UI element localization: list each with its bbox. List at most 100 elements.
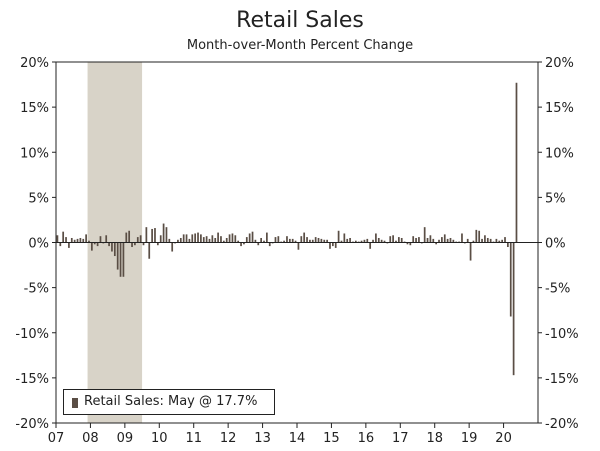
bar-month <box>139 235 142 243</box>
bar-month <box>334 242 337 248</box>
bar-month <box>397 237 400 243</box>
bar-month <box>446 238 449 243</box>
bar-month <box>326 239 328 243</box>
bar-month <box>222 240 225 243</box>
bar-month <box>88 240 90 243</box>
bar-month <box>108 242 110 247</box>
bar-month <box>512 242 515 376</box>
bar-month <box>372 239 374 243</box>
bar-month <box>466 238 469 243</box>
bar-month <box>182 234 185 243</box>
bar-month <box>254 239 257 243</box>
bar-month <box>400 237 403 243</box>
bar-month <box>323 239 326 243</box>
bar-month <box>314 237 317 243</box>
bar-month <box>217 232 219 243</box>
bar-month <box>136 237 139 243</box>
bar-month <box>194 233 197 243</box>
x-tick-label: 09 <box>117 431 134 446</box>
x-tick-label: 19 <box>461 431 478 446</box>
y-tick-label-right: 0% <box>545 237 566 252</box>
bar-month <box>225 237 228 243</box>
y-tick-label-left: -10% <box>15 327 49 342</box>
bar-month <box>56 235 59 243</box>
bar-month <box>317 237 320 243</box>
bar-month <box>286 236 288 243</box>
bar-month <box>128 230 131 243</box>
bar-month <box>234 235 237 243</box>
bar-month <box>177 239 179 243</box>
bar-month <box>369 242 372 249</box>
bar-month <box>432 238 435 243</box>
bar-month <box>154 228 156 243</box>
x-tick-label: 07 <box>48 431 65 446</box>
bar-month <box>438 239 440 243</box>
y-tick-label-left: 15% <box>20 101 49 116</box>
bar-month <box>311 239 314 243</box>
y-tick-label-left: 20% <box>20 56 49 71</box>
legend-label: Retail Sales: May @ 17.7% <box>84 394 258 409</box>
bar-month <box>423 227 426 243</box>
bar-month <box>70 237 73 243</box>
bar-month <box>151 228 153 243</box>
bar-month <box>495 238 498 243</box>
bar-month <box>205 236 208 243</box>
bar-month <box>380 239 383 243</box>
bar-month <box>435 242 438 245</box>
bar-month <box>412 236 415 243</box>
bar-month <box>162 223 165 243</box>
chart-subtitle: Month-over-Month Percent Change <box>186 38 414 53</box>
bar-month <box>277 236 280 243</box>
bar-month <box>418 237 420 243</box>
bar-month <box>82 238 85 243</box>
y-tick-label-right: -5% <box>545 282 570 297</box>
bar-month <box>202 237 205 243</box>
bar-month <box>159 235 162 243</box>
bar-month <box>65 237 67 243</box>
bar-month <box>283 240 285 243</box>
bar-month <box>291 238 294 243</box>
bar-month <box>294 240 297 243</box>
y-tick-label-right: -20% <box>545 417 579 432</box>
bar-month <box>472 240 475 243</box>
bar-month <box>486 237 489 243</box>
bar-month <box>449 237 452 243</box>
bar-month <box>200 234 202 243</box>
bar-month <box>251 231 254 243</box>
bar-month <box>165 227 168 243</box>
y-tick-label-left: -20% <box>15 417 49 432</box>
bar-month <box>309 239 311 243</box>
bar-month <box>395 240 397 243</box>
bar-month <box>297 242 300 250</box>
bar-month <box>122 242 125 277</box>
bar-month <box>406 242 409 245</box>
x-tick-label: 11 <box>185 431 202 446</box>
bar-month <box>303 232 306 243</box>
bar-month <box>243 242 245 245</box>
bar-month <box>507 242 509 248</box>
x-tick-label: 08 <box>82 431 99 446</box>
bar-month <box>245 237 248 243</box>
bar-month <box>237 240 240 243</box>
bar-month <box>197 232 199 243</box>
bar-month <box>360 240 363 243</box>
bar-month <box>99 236 102 243</box>
x-tick-label: 16 <box>358 431 375 446</box>
bar-month <box>142 242 145 246</box>
bar-month <box>93 242 96 245</box>
bar-month <box>79 237 82 243</box>
y-tick-label-right: 15% <box>545 101 574 116</box>
y-tick-label-left: 5% <box>28 191 49 206</box>
bar-month <box>375 233 377 243</box>
bar-month <box>188 238 191 243</box>
y-tick-label-right: 5% <box>545 191 566 206</box>
bar-month <box>240 242 242 247</box>
bar-month <box>73 239 76 243</box>
chart-title: Retail Sales <box>236 8 364 33</box>
bar-month <box>257 242 260 246</box>
bar-month <box>116 242 119 270</box>
bar-month <box>461 233 463 243</box>
bar-month <box>489 238 492 243</box>
bar-month <box>131 242 133 248</box>
